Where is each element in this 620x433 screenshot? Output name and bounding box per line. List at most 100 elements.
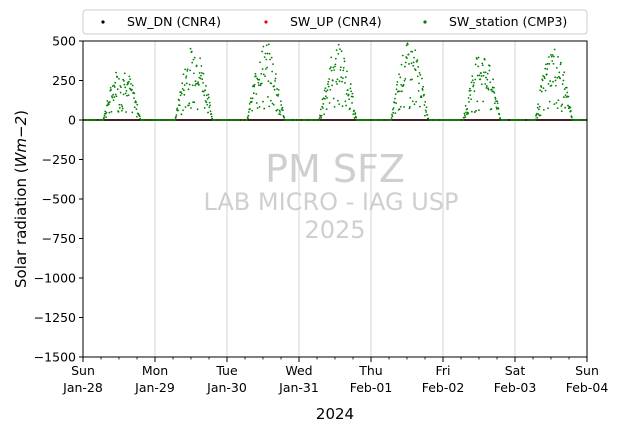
sw-station-point	[237, 119, 240, 121]
sw-station-point	[543, 77, 546, 80]
sw-station-point	[361, 119, 364, 121]
sw-station-point	[340, 76, 343, 79]
sw-station-point	[211, 117, 214, 120]
sw-station-point	[538, 108, 540, 111]
sw-station-point	[420, 96, 423, 99]
sw-station-point	[206, 103, 209, 106]
legend-label-sw-up: SW_UP (CNR4)	[290, 14, 382, 29]
sw-station-point	[531, 119, 534, 121]
sw-station-point	[485, 76, 487, 79]
sw-station-point	[418, 105, 421, 108]
sw-station-point	[466, 107, 469, 110]
sw-station-point	[246, 119, 249, 121]
sw-station-point	[267, 43, 270, 46]
sw-station-point	[175, 115, 177, 118]
sw-station-point	[322, 107, 324, 109]
sw-station-point	[197, 84, 200, 86]
sw-station-point	[535, 112, 538, 115]
sw-station-point	[326, 96, 328, 99]
sw-station-point	[258, 78, 261, 81]
sw-station-point	[299, 119, 301, 121]
sw-station-point	[550, 54, 552, 56]
sw-station-point	[481, 62, 484, 65]
sw-station-point	[547, 56, 550, 58]
sw-station-point	[553, 48, 556, 51]
sw-station-point	[542, 75, 544, 77]
sw-station-point	[320, 114, 323, 117]
sw-station-point	[376, 119, 378, 121]
sw-station-point	[414, 49, 417, 52]
sw-station-point	[165, 119, 167, 121]
sw-station-point	[281, 106, 284, 109]
sw-station-point	[407, 53, 410, 56]
sw-station-point	[178, 99, 181, 102]
sw-station-point	[359, 119, 362, 121]
sw-station-point	[172, 119, 174, 121]
sw-station-point	[566, 91, 569, 94]
sw-station-point	[123, 72, 126, 75]
sw-station-point	[550, 84, 553, 87]
sw-station-point	[560, 61, 562, 64]
sw-station-point	[545, 63, 547, 66]
x-axis-label: 2024	[316, 405, 354, 423]
sw-station-point	[255, 102, 258, 104]
x-tick-day-label: Wed	[285, 363, 312, 378]
sw-station-point	[374, 119, 377, 121]
sw-station-point	[334, 65, 336, 68]
sw-station-point	[487, 88, 490, 91]
sw-station-point	[494, 96, 497, 99]
x-tick-day-label: Sun	[71, 363, 95, 378]
sw-station-point	[481, 64, 484, 67]
sw-station-point	[551, 60, 554, 62]
sw-station-point	[340, 50, 343, 53]
sw-station-point	[583, 119, 586, 121]
sw-station-point	[403, 106, 405, 108]
sw-station-point	[464, 116, 467, 118]
sw-station-point	[349, 107, 351, 110]
sw-station-point	[480, 75, 483, 77]
sw-station-point	[194, 80, 197, 83]
sw-station-point	[469, 94, 472, 97]
sw-station-point	[406, 43, 409, 46]
sw-station-point	[273, 88, 276, 91]
sw-station-point	[254, 72, 257, 75]
sw-station-point	[285, 119, 288, 121]
sw-station-point	[265, 44, 268, 47]
sw-station-point	[303, 119, 306, 121]
sw-station-point	[345, 93, 348, 95]
sw-station-point	[417, 89, 420, 92]
sw-station-point	[315, 119, 318, 121]
sw-station-point	[395, 88, 398, 91]
sw-station-point	[262, 73, 265, 76]
sw-station-point	[390, 119, 393, 121]
sw-station-point	[328, 78, 331, 80]
sw-station-point	[269, 99, 272, 102]
sw-station-point	[269, 58, 271, 61]
sw-station-point	[480, 83, 483, 86]
sw-station-point	[370, 119, 373, 121]
sw-station-point	[192, 72, 195, 75]
sw-station-point	[272, 63, 274, 66]
sw-station-point	[185, 76, 187, 79]
sw-station-point	[115, 95, 118, 98]
sw-station-point	[264, 68, 267, 70]
legend: SW_DN (CNR4) SW_UP (CNR4) SW_station (CM…	[82, 9, 588, 35]
sw-station-point	[114, 93, 117, 96]
sw-station-point	[444, 119, 447, 121]
sw-station-point	[205, 94, 208, 97]
x-tick-date-label: Feb-01	[350, 380, 393, 395]
sw-station-point	[451, 119, 454, 121]
sw-station-point	[193, 56, 196, 59]
sw-station-point	[555, 84, 557, 87]
sw-station-point	[180, 91, 182, 93]
sw-station-point	[277, 93, 280, 96]
sw-station-point	[411, 50, 414, 53]
x-tick-day-label: Mon	[142, 363, 168, 378]
sw-station-point	[559, 63, 562, 66]
sw-station-point	[400, 63, 403, 66]
sw-station-point	[136, 103, 139, 106]
sw-station-point	[539, 114, 542, 117]
sw-station-point	[489, 81, 492, 84]
axes: 5002500−250−500−750−1000−1250−1500SunJan…	[34, 34, 609, 396]
sw-station-point	[191, 61, 194, 64]
